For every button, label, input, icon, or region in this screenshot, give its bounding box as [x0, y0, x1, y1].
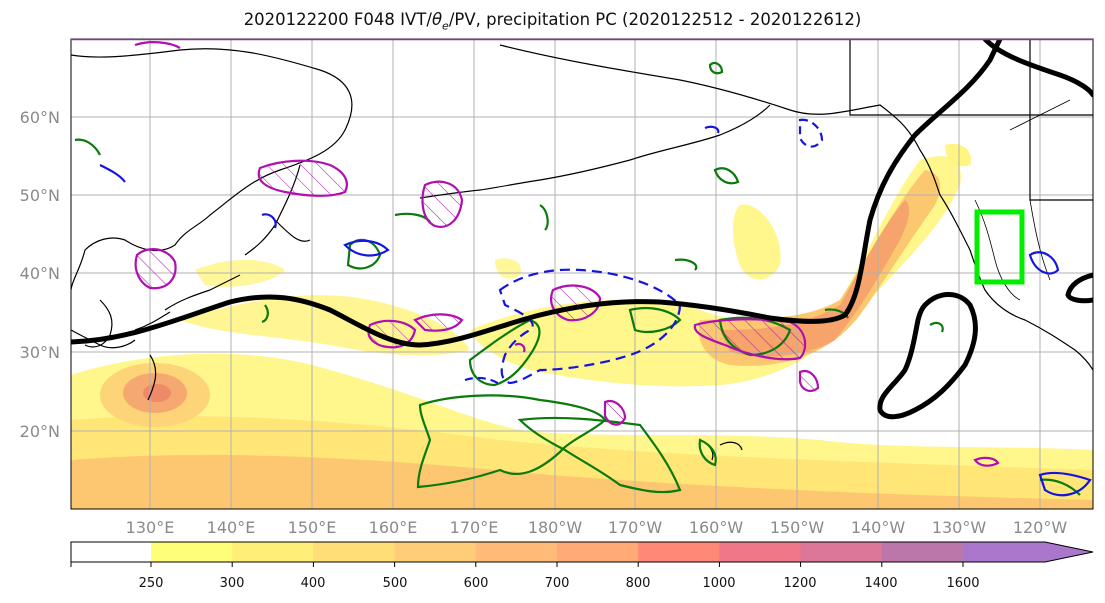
- colorbar-label-600: 600: [464, 576, 489, 591]
- colorbar-segment-300: [232, 542, 314, 562]
- target-region-box: [974, 209, 1025, 285]
- lon-label-150e: 150°E: [288, 518, 337, 537]
- lon-label-160e: 160°E: [369, 518, 418, 537]
- colorbar-segment-700: [557, 542, 639, 562]
- colorbar-segment-800: [638, 542, 720, 562]
- lon-label-170e: 170°E: [450, 518, 499, 537]
- lon-label-140w: 140°W: [851, 518, 906, 537]
- title-theta: θ: [431, 10, 443, 29]
- colorbar-label-800: 800: [626, 576, 651, 591]
- colorbar-label-700: 700: [545, 576, 570, 591]
- lon-label-130w: 130°W: [932, 518, 987, 537]
- colorbar-segment-1200: [800, 542, 883, 562]
- colorbar-label-1600: 1600: [946, 576, 979, 591]
- map-plot-area: [71, 39, 1093, 509]
- colorbar-extend-arrow: [1045, 542, 1093, 562]
- colorbar: 250 300 400 500 600 700 800 1000 1200 14…: [70, 541, 1094, 591]
- latitude-labels: 60°N 50°N 40°N 30°N 20°N: [20, 108, 60, 441]
- pv-negative-contours: [99, 118, 1092, 497]
- title-prefix: 2020122200 F048 IVT/: [243, 10, 432, 29]
- lon-label-130e: 130°E: [126, 518, 175, 537]
- colorbar-label-300: 300: [220, 576, 245, 591]
- lon-label-140e: 140°E: [207, 518, 256, 537]
- colorbar-segment-600: [475, 542, 558, 562]
- theta-e-contour: [71, 39, 1093, 420]
- title-suffix: /PV, precipitation PC (2020122512 - 2020…: [448, 10, 862, 29]
- colorbar-label-1000: 1000: [702, 576, 735, 591]
- lat-label-60n: 60°N: [20, 108, 60, 127]
- colorbar-segment-below: [71, 542, 151, 562]
- colorbar-segment-1000: [719, 542, 802, 562]
- longitude-labels: 130°E 140°E 150°E 160°E 170°E 180°W 170°…: [126, 518, 1068, 537]
- title-theta-sub: e: [442, 19, 449, 33]
- lon-label-180w: 180°W: [528, 518, 583, 537]
- lat-label-50n: 50°N: [20, 186, 60, 205]
- lon-label-160w: 160°W: [689, 518, 744, 537]
- colorbar-segment-250: [151, 542, 233, 562]
- map-title: 2020122200 F048 IVT/θe/PV, precipitation…: [0, 10, 1105, 32]
- map-gridlines: [71, 39, 1093, 509]
- ivt-shading: [71, 143, 1093, 509]
- colorbar-segment-400: [313, 542, 396, 562]
- colorbar-label-500: 500: [383, 576, 408, 591]
- lon-label-170w: 170°W: [608, 518, 663, 537]
- colorbar-label-250: 250: [139, 576, 164, 591]
- colorbar-segment-500: [394, 542, 477, 562]
- lon-label-150w: 150°W: [770, 518, 825, 537]
- colorbar-label-1400: 1400: [864, 576, 897, 591]
- colorbar-outline: [70, 541, 1094, 563]
- lat-label-30n: 30°N: [20, 343, 60, 362]
- colorbar-label-1200: 1200: [783, 576, 816, 591]
- lat-label-40n: 40°N: [20, 264, 60, 283]
- lat-label-20n: 20°N: [20, 422, 60, 441]
- lon-label-120w: 120°W: [1013, 518, 1068, 537]
- colorbar-segment-1600: [963, 542, 1045, 562]
- colorbar-label-400: 400: [301, 576, 326, 591]
- colorbar-segment-1400: [881, 542, 964, 562]
